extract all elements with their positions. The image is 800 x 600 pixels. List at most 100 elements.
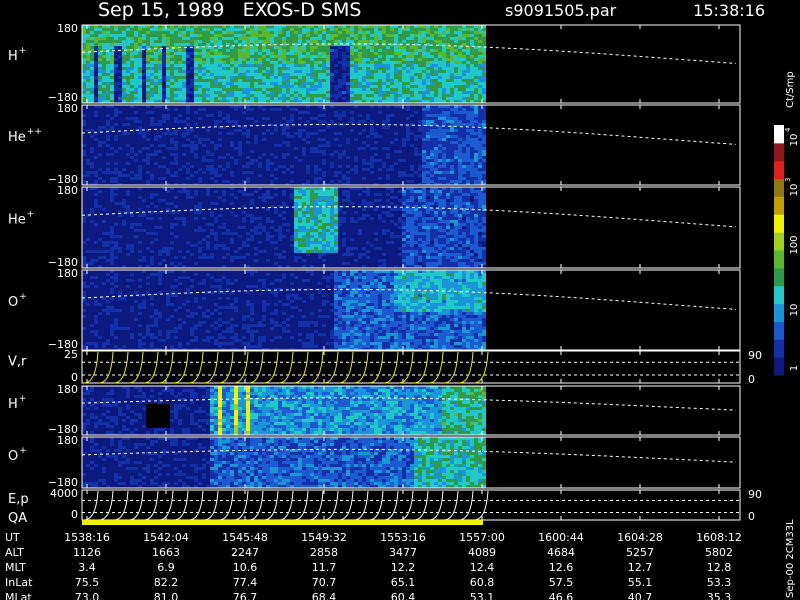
y-tick-label: 180 [57, 267, 78, 280]
spectrogram-block [414, 437, 486, 488]
spectrogram-block [422, 105, 486, 185]
colorbar-cell [774, 232, 784, 251]
table-cell: 75.5 [75, 576, 100, 589]
table-cell: 5802 [705, 546, 733, 559]
table-cell: 6.9 [157, 561, 175, 574]
panel-label: O [8, 295, 18, 310]
table-cell: 1545:48 [222, 531, 268, 544]
colorbar-unit: Ct/Smp [785, 71, 796, 108]
spectrogram-block [442, 389, 486, 425]
table-cell: 1126 [73, 546, 101, 559]
y-tick-label: −180 [48, 476, 78, 489]
row-label: MLT [5, 561, 26, 574]
panel-frame [81, 24, 741, 104]
colorbar-label: 100 [789, 235, 800, 254]
table-cell: 2247 [231, 546, 259, 559]
panel-label: O [8, 449, 18, 464]
table-cell: 12.2 [391, 561, 416, 574]
dashed-curve [81, 206, 737, 228]
colorbar-cell [774, 125, 784, 144]
panel-label-sup: + [27, 209, 35, 219]
table-cell: 70.7 [312, 576, 337, 589]
table-cell: 3.4 [78, 561, 96, 574]
colorbar [774, 125, 784, 376]
spectrogram-block [82, 25, 486, 64]
y-tick-label: −180 [48, 91, 78, 104]
table-cell: 53.3 [707, 576, 732, 589]
colorbar-cell [774, 303, 784, 322]
spectrogram-block [82, 386, 210, 435]
panel-frame [81, 186, 741, 269]
colorbar-cell [774, 214, 784, 233]
spectrogram-block [210, 437, 414, 488]
table-cell: 53.1 [470, 591, 495, 600]
right-tick-label: 0 [748, 373, 755, 386]
table-cell: 73.0 [75, 591, 100, 600]
table-cell: 1553:16 [380, 531, 426, 544]
right-tick-label: 0 [748, 510, 755, 523]
table-cell: 12.4 [470, 561, 495, 574]
y-tick-label: 180 [57, 184, 78, 197]
panel-label-sup: ++ [27, 127, 42, 137]
table-cell: 1549:32 [301, 531, 347, 544]
table-cell: 40.7 [628, 591, 653, 600]
y-tick-label: 180 [57, 102, 78, 115]
table-cell: 11.7 [312, 561, 337, 574]
table-cell: 57.5 [549, 576, 574, 589]
y-tick-label: 0 [71, 371, 78, 384]
spectrogram-block [82, 25, 486, 103]
qa-bar [82, 520, 483, 525]
spectrogram-block [82, 437, 414, 488]
dashed-curve [81, 397, 737, 411]
colorbar-cell [774, 178, 784, 197]
dashed-curve [81, 43, 737, 64]
row-label: ALT [5, 546, 24, 559]
panel-frame [81, 385, 741, 436]
pitch-angle-curve [83, 351, 489, 384]
spectrogram-block [294, 187, 338, 253]
right-tick-label: 90 [748, 488, 762, 501]
spectrogram-block [210, 437, 486, 488]
y-tick-label: −180 [48, 256, 78, 269]
table-cell: 1557:00 [459, 531, 505, 544]
colorbar-cell [774, 250, 784, 269]
table-cell: 4089 [468, 546, 496, 559]
colorbar-label: 10 [789, 184, 800, 197]
dashed-curve [81, 448, 737, 463]
panel-label: H [8, 49, 18, 64]
panel-frame [81, 436, 741, 489]
table-cell: 1604:28 [617, 531, 663, 544]
table-cell: 68.4 [312, 591, 337, 600]
panel-label: V,r [8, 354, 27, 369]
file-name: s9091505.par [505, 1, 617, 20]
panel-label-sup: + [19, 292, 27, 302]
table-cell: 12.8 [707, 561, 732, 574]
spectrogram-block [82, 187, 486, 268]
panel-frame [81, 350, 741, 384]
y-tick-label: −180 [48, 338, 78, 351]
table-cell: 35.3 [707, 591, 732, 600]
row-label: MLat [5, 591, 32, 600]
panel-label-sup: + [19, 446, 27, 456]
colorbar-label-exp: 4 [784, 127, 792, 132]
table-cell: 5257 [626, 546, 654, 559]
table-cell: 1538:16 [64, 531, 110, 544]
dashed-curve [81, 288, 737, 310]
panel-label: He [8, 212, 26, 227]
table-cell: 77.4 [233, 576, 258, 589]
y-tick-label: 180 [57, 383, 78, 396]
y-tick-label: −180 [48, 423, 78, 436]
table-cell: 60.8 [470, 576, 495, 589]
panel-label-sup: + [19, 46, 27, 56]
table-cell: 2858 [310, 546, 338, 559]
spectrogram-block [82, 25, 486, 103]
colorbar-cell [774, 357, 784, 376]
spectrogram-block [402, 187, 486, 268]
colorbar-cell [774, 142, 784, 162]
title: Sep 15, 1989 EXOS-D SMS [98, 0, 361, 21]
panel-label: H [8, 397, 18, 412]
footer: Sep-00 2CM33L [785, 519, 796, 598]
table-cell: 4684 [547, 546, 575, 559]
table-cell: 76.7 [233, 591, 258, 600]
